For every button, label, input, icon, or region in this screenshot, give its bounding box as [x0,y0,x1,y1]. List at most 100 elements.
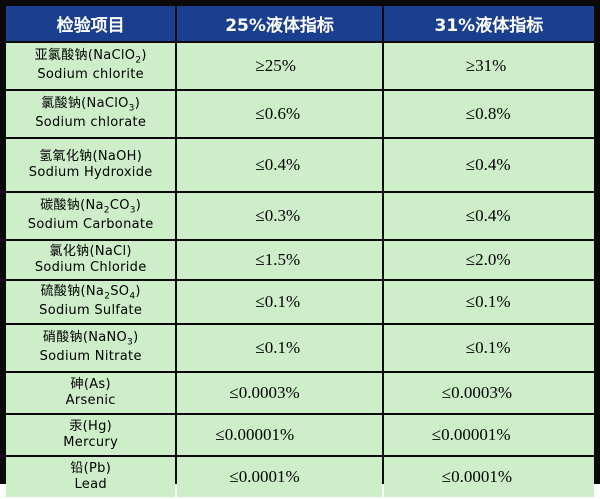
formula-subscript: 2 [135,56,142,67]
item-name-cell: 铅(Pb) Lead [6,457,176,497]
header-25pct: 25%液体指标 [177,6,382,41]
header-item: 检验项目 [6,6,176,41]
item-formula: (Hg) [82,418,113,434]
item-name-en: Sodium Hydroxide [28,165,153,180]
formula-main-2: SO [110,284,130,300]
item-name-cell: 氯酸钠(NaClO3) Sodium chlorate [6,91,176,137]
formula-main: As [89,376,106,392]
formula-subscript: 3 [127,338,134,349]
item-name-en: Arsenic [65,393,116,408]
item-formula: (Pb) [83,460,112,476]
table-row: 硫酸钠(Na2SO4) Sodium Sulfate ≤0.1% ≤0.1% [6,281,594,323]
value-25pct: ≤1.5% [177,241,382,279]
formula-main: NaClO [93,48,136,64]
item-name-cn: 氯酸钠 [41,96,82,112]
item-name-line: 氢氧化钠(NaOH) [6,149,175,165]
table-row: 亚氯酸钠(NaClO2) Sodium chlorite ≥25% ≥31% [6,43,594,89]
value-25pct: ≤0.1% [177,281,382,323]
item-name-line: 氯酸钠(NaClO3) [6,96,175,115]
formula-subscript: 3 [128,104,135,115]
formula-subscript-2: 3 [129,206,136,217]
table-row: 汞(Hg) Mercury ≤0.00001% ≤0.00001% [6,415,594,455]
formula-main: NaOH [97,148,137,164]
item-formula: (NaCl) [89,243,132,259]
item-name-en: Lead [74,477,107,492]
header-row: 检验项目 25%液体指标 31%液体指标 [6,6,594,41]
item-name-line: 硝酸钠(NaNO3) [6,330,175,349]
value-31pct: ≤0.00001% [383,415,594,455]
table-row: 氢氧化钠(NaOH) Sodium Hydroxide ≤0.4% ≤0.4% [6,139,594,191]
item-name-cell: 氯化钠(NaCl) Sodium Chloride [6,241,176,279]
formula-subscript-2: 4 [129,292,136,303]
item-name-cell: 硫酸钠(Na2SO4) Sodium Sulfate [6,281,176,323]
header-31pct: 31%液体指标 [383,6,594,41]
item-formula: (Na2SO4) [80,284,141,303]
value-25pct: ≤0.6% [177,91,382,137]
item-formula: (As) [83,376,111,392]
item-name-line: 亚氯酸钠(NaClO2) [6,48,175,67]
item-name-cell: 氢氧化钠(NaOH) Sodium Hydroxide [6,139,176,191]
item-name-en: Sodium Carbonate [27,217,154,233]
item-name-cn: 硝酸钠 [42,330,83,346]
item-name-en: Sodium chlorite [37,67,144,83]
table-row: 铅(Pb) Lead ≤0.0001% ≤0.0001% [6,457,594,497]
value-31pct: ≥31% [383,43,594,89]
item-formula: (Na2CO3) [80,198,142,217]
value-31pct: ≤0.1% [383,281,594,323]
table-row: 砷(As) Arsenic ≤0.0003% ≤0.0003% [6,373,594,413]
item-name-cell: 亚氯酸钠(NaClO2) Sodium chlorite [6,43,176,89]
item-name-cn: 砷 [70,376,84,392]
item-name-line: 硫酸钠(Na2SO4) [6,284,175,303]
item-name-cn: 硫酸钠 [40,284,81,300]
item-name-cell: 砷(As) Arsenic [6,373,176,413]
table-row: 硝酸钠(NaNO3) Sodium Nitrate ≤0.1% ≤0.1% [6,325,594,371]
formula-main: NaCl [94,243,127,259]
item-name-line: 汞(Hg) [6,419,175,435]
value-25pct: ≤0.0001% [177,457,382,497]
item-name-cell: 汞(Hg) Mercury [6,415,176,455]
value-31pct: ≤0.0003% [383,373,594,413]
formula-main: NaNO [88,330,128,346]
item-name-cn: 氢氧化钠 [39,148,93,164]
value-25pct: ≤0.00001% [177,415,382,455]
formula-subscript: 2 [103,206,110,217]
item-name-cell: 硝酸钠(NaNO3) Sodium Nitrate [6,325,176,371]
formula-main: NaClO [86,96,129,112]
formula-main: Pb [88,460,106,476]
item-name-line: 氯化钠(NaCl) [6,244,175,260]
value-25pct: ≤0.3% [177,193,382,239]
item-name-en: Sodium Sulfate [39,303,143,319]
table-row: 氯酸钠(NaClO3) Sodium chlorate ≤0.6% ≤0.8% [6,91,594,137]
value-31pct: ≤2.0% [383,241,594,279]
value-25pct: ≤0.0003% [177,373,382,413]
formula-subscript: 2 [104,292,111,303]
item-formula: (NaOH) [92,148,143,164]
item-name-cn: 氯化钠 [49,243,90,259]
item-name-cn: 铅 [70,460,84,476]
item-name-cell: 碳酸钠(Na2CO3) Sodium Carbonate [6,193,176,239]
formula-main: Hg [88,418,107,434]
item-name-line: 碳酸钠(Na2CO3) [6,198,175,217]
formula-main: Na [85,198,104,214]
value-25pct: ≤0.4% [177,139,382,191]
value-31pct: ≤0.0001% [383,457,594,497]
item-name-cn: 碳酸钠 [40,198,81,214]
item-name-en: Sodium Nitrate [39,349,142,365]
item-name-cn: 汞 [69,418,83,434]
value-31pct: ≤0.4% [383,193,594,239]
value-31pct: ≤0.1% [383,325,594,371]
item-formula: (NaClO3) [81,96,141,115]
item-formula: (NaClO2) [87,48,147,67]
item-formula: (NaNO3) [82,330,139,349]
formula-main-2: CO [109,198,130,214]
value-25pct: ≤0.1% [177,325,382,371]
item-name-en: Sodium chlorate [35,115,147,131]
item-name-en: Mercury [63,435,119,450]
value-31pct: ≤0.4% [383,139,594,191]
table-row: 氯化钠(NaCl) Sodium Chloride ≤1.5% ≤2.0% [6,241,594,279]
spec-table: 检验项目 25%液体指标 31%液体指标 亚氯酸钠(NaClO2) Sodium … [4,4,596,499]
formula-main: Na [85,284,105,300]
item-name-en: Sodium Chloride [34,260,147,275]
item-name-cn: 亚氯酸钠 [34,48,88,64]
